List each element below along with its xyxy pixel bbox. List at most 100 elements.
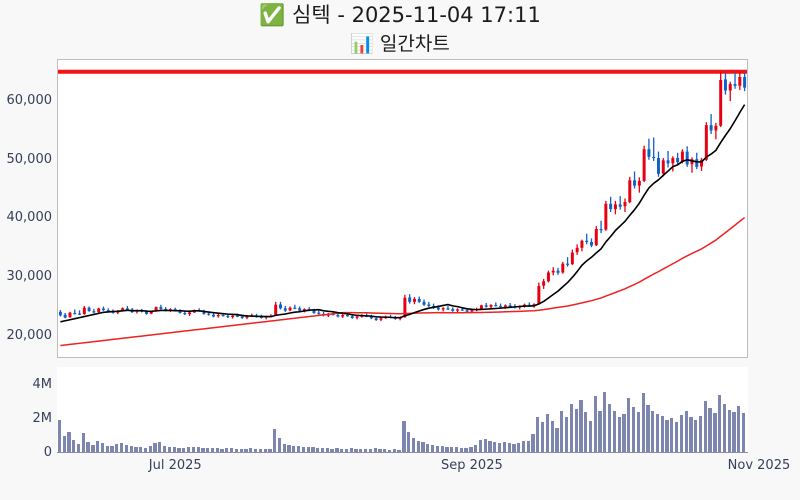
volume-bar [292,445,296,453]
candle-body [503,305,507,307]
volume-bar [488,441,492,453]
candle-body [709,125,713,131]
volume-bar [512,444,516,453]
volume-bar [115,444,119,453]
volume-y-axis: 0 2M 4M [0,0,53,500]
candle-body [652,156,656,159]
volume-y-tick-label: 0 [43,445,52,460]
candle-body [63,314,67,318]
volume-bar [201,447,205,453]
candle-body [585,240,589,242]
volume-y-tick-label: 2M [32,411,53,426]
volume-bar [124,444,128,453]
bar-chart-icon: 📊 [350,33,374,55]
volume-bar [67,431,71,453]
candle-body [422,301,426,305]
volume-bar [445,446,449,453]
volume-bar [646,404,650,453]
volume-bar [206,448,210,453]
volume-bar [617,417,621,453]
candle-body [293,307,297,309]
volume-bar [703,401,707,453]
volume-bar [713,413,717,453]
chart-header: ✅ 심텍 - 2025-11-04 17:11 📊 일간차트 [0,0,800,58]
candle-body [283,308,287,311]
price-y-tick-label: 60,000 [6,92,53,108]
volume-bar [593,396,597,453]
volume-bar [430,444,435,453]
candle-body [82,307,86,315]
price-y-axis: 20,000 30,000 40,000 50,000 60,000 [0,0,53,500]
volume-bar [215,447,219,453]
candle-body [733,84,737,86]
candle-body [647,149,651,157]
price-y-tick-label: 20,000 [6,327,53,343]
volume-bar [574,408,578,453]
volume-bar [373,448,377,453]
volume-bar [627,397,631,453]
volume-bar [402,421,406,453]
candle-body [470,310,474,312]
volume-bar [684,411,688,453]
volume-bar [584,412,588,453]
candle-body [465,310,469,312]
candle-body [154,307,158,312]
volume-bar [608,403,612,453]
candle-body [590,241,593,246]
volume-bar [718,395,722,453]
volume-bar [579,400,583,453]
volume-bar [531,434,535,453]
price-chart-panel[interactable] [57,59,748,358]
volume-bar [239,448,243,453]
volume-bar [273,428,277,453]
candle-body [738,77,742,86]
candle-body [288,307,292,311]
candle-body [714,125,718,131]
volume-bar [694,419,698,453]
candle-body [441,308,445,310]
volume-bar [340,448,344,453]
candle-body [499,305,503,308]
candle-body [212,314,215,317]
volume-bar [344,449,349,453]
candle-body [408,297,412,302]
volume-bar [335,448,339,453]
candle-body [604,203,608,230]
volume-bar [474,444,478,453]
volume-bar [440,446,444,453]
volume-chart-panel[interactable] [57,367,748,453]
candle-body [226,315,230,318]
volume-bar [641,392,645,453]
candle-body [355,316,359,318]
candle-body [623,202,627,207]
price-y-tick-label: 40,000 [6,210,53,226]
volume-bar [306,447,310,453]
volume-bar [564,417,569,453]
volume-bar [435,445,439,453]
volume-bar [119,442,124,453]
candle-body [68,312,72,318]
volume-bar [426,444,430,453]
volume-bar [167,446,172,453]
volume-bar [416,441,420,453]
volume-bar [359,448,363,453]
volume-bar [172,447,176,453]
candle-body [561,263,565,273]
candle-body [599,229,603,231]
volume-bar [550,420,554,453]
candle-body [412,298,416,302]
volume-bar [253,449,258,453]
volume-bar [230,448,234,453]
volume-bar [62,436,66,453]
candle-body [245,316,249,318]
candle-body [149,311,153,314]
volume-bar [57,419,61,453]
candle-body [719,79,723,126]
volume-bar [387,449,392,453]
candle-body [259,316,263,318]
white-check-mark-icon: ✅ [259,3,286,27]
volume-bar [689,417,693,453]
x-tick-label: Sep 2025 [441,458,503,473]
volume-bar [325,448,329,453]
volume-bar [397,449,401,453]
